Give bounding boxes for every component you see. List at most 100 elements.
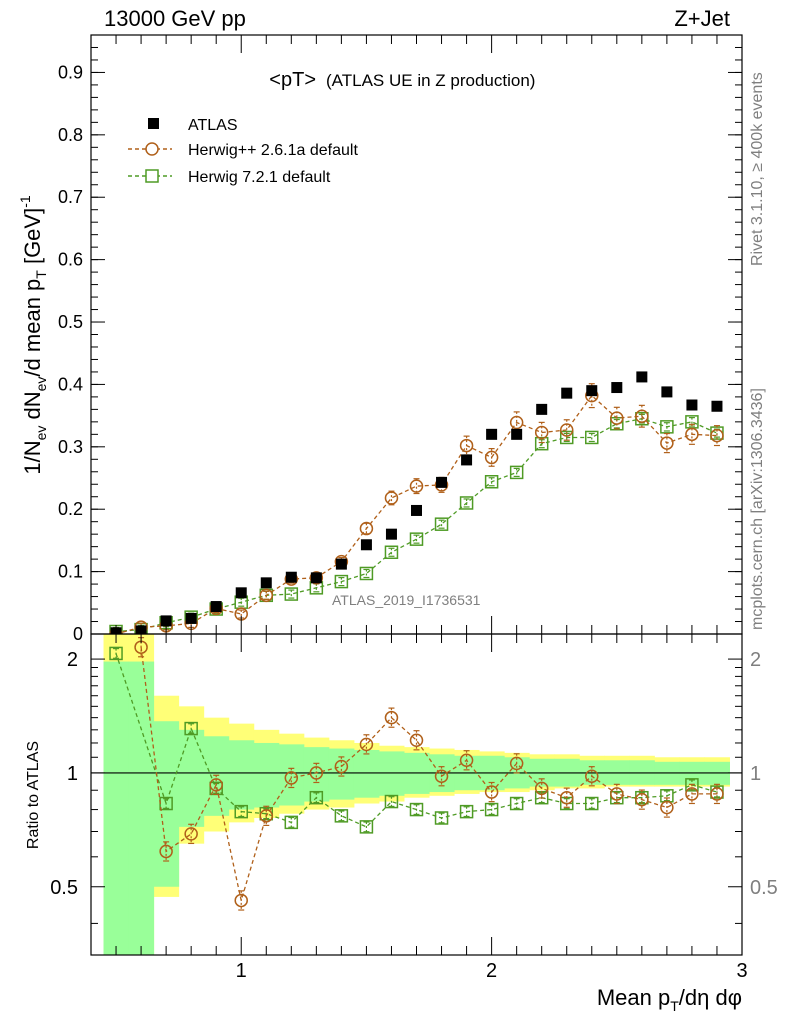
main-herwig7-point [509, 465, 524, 480]
inner-band-bin [278, 744, 305, 806]
ratio-herwigpp-point [635, 792, 649, 807]
main-atlas-point [360, 539, 372, 551]
legend-label-atlas: ATLAS [188, 117, 238, 134]
ratio-herwigpp-point [284, 771, 299, 785]
main-herwig7-point [409, 532, 424, 546]
main-y-axis-title: 1/Nev dNev/d mean pT [GeV]-1 [17, 195, 49, 475]
main-atlas-point [185, 612, 197, 624]
rivet-label: Rivet 3.1.10, ≥ 400k events [749, 72, 766, 266]
inner-band-bin [378, 751, 405, 796]
main-y-tick-label: 0 [73, 624, 83, 644]
x-title-part-2: /dη dφ [679, 985, 742, 1010]
main-atlas-point [461, 454, 473, 466]
main-atlas-point [260, 577, 272, 589]
ratio-herwigpp-point [610, 787, 624, 801]
ratio-herwigpp-point [685, 787, 699, 801]
main-herwig7-point [284, 587, 299, 601]
axes: 0 0.1 0.2 0.3 0.4 0.5 0.6 0.7 0.8 0.9 0.5 0.5 1 1 2 2 1 2… [50, 34, 778, 982]
ratio-herwigpp-point [434, 769, 449, 783]
y-title-part-2: dN [20, 391, 45, 425]
main-herwig7-point [334, 574, 349, 589]
ratio-herwigpp-point [359, 737, 374, 752]
header-left: 13000 GeV pp [104, 6, 246, 31]
main-atlas-point [561, 387, 573, 399]
main-herwig7-point [434, 517, 449, 531]
mcplots-label: mcplots.cern.ch [arXiv:1306.3436] [749, 388, 766, 630]
ratio-herwigpp-point [184, 827, 198, 841]
ratio-herwigpp-point [585, 769, 599, 783]
ratio-herwig7-point [384, 794, 399, 809]
inner-band-bin [253, 742, 280, 808]
main-y-tick-label: 0.8 [58, 125, 83, 145]
ratio-herwig7-point [334, 809, 349, 823]
main-herwigpp-point [409, 479, 424, 493]
ratio-herwigpp-point [334, 759, 349, 774]
main-atlas-point [411, 504, 422, 516]
ratio-herwigpp-point [209, 778, 223, 792]
inner-band-bin [228, 740, 255, 810]
ratio-herwig7-point [234, 804, 248, 819]
y-title-part-1: 1/N [20, 440, 45, 474]
main-y-tick-label: 0.1 [58, 562, 83, 582]
ratio-herwigpp-point [259, 809, 274, 823]
main-herwigpp-point [660, 436, 674, 450]
main-herwigpp-point [534, 425, 549, 440]
main-herwig7-point [384, 545, 399, 560]
main-y-tick-label: 0.3 [58, 437, 83, 457]
main-herwig7-point [459, 496, 474, 510]
main-atlas-point [511, 428, 523, 440]
ratio-herwig7-point [309, 790, 324, 805]
main-herwigpp-point [710, 428, 724, 443]
ratio-y-tick-label: 1 [67, 763, 78, 785]
ratio-herwig7-point [509, 796, 524, 811]
main-y-tick-label: 0.4 [58, 374, 83, 394]
main-atlas-point [636, 371, 648, 383]
x-axis-title: Mean pT/dη dφ [597, 985, 742, 1014]
ratio-herwigpp-point [384, 710, 399, 725]
ratio-herwig7-point [434, 811, 449, 825]
main-y-tick-label: 0.2 [58, 499, 83, 519]
main-atlas-point [235, 587, 247, 599]
main-atlas-point [160, 615, 172, 627]
main-atlas-point [711, 400, 723, 412]
ratio-herwigpp-point [309, 766, 324, 780]
ratio-y-tick-label-right: 0.5 [750, 877, 778, 899]
y-title-sub-ev: ev [33, 426, 49, 441]
main-atlas-point [335, 558, 347, 570]
main-subtitle: (ATLAS UE in Z production) [326, 71, 535, 90]
ratio-herwigpp-line [140, 647, 717, 901]
main-atlas-point [436, 476, 448, 488]
ratio-herwig7-point [459, 804, 474, 819]
main-herwigpp-point [384, 491, 399, 505]
main-herwigpp-point [635, 409, 649, 423]
main-title: <pT> [269, 69, 316, 91]
main-atlas-point [385, 528, 397, 540]
main-atlas-point [310, 572, 322, 584]
ratio-herwigpp-point [459, 753, 474, 768]
ratio-herwigpp-point [484, 785, 499, 799]
main-herwigpp-point [484, 450, 499, 465]
ratio-herwig7-point [585, 796, 599, 811]
main-atlas-point [586, 385, 598, 397]
x-tick-label: 2 [486, 960, 497, 982]
ratio-herwigpp-point [409, 733, 424, 748]
main-herwigpp-point [610, 411, 624, 425]
ratio-panel [91, 634, 742, 955]
main-atlas-point [536, 403, 548, 415]
ratio-y-tick-label-right: 2 [750, 649, 761, 671]
main-atlas-point [486, 428, 498, 440]
y-title-sub-t: T [33, 270, 49, 279]
main-herwig7-point [359, 566, 374, 581]
legend-label-herwigpp: Herwig++ 2.6.1a default [188, 142, 358, 159]
y-title-part-3: /d mean p [20, 279, 45, 377]
x-title-sub: T [670, 998, 679, 1014]
ratio-herwigpp-point [534, 781, 549, 796]
ratio-herwig7-point [409, 802, 424, 817]
inner-band-bin [353, 749, 380, 798]
main-herwig7-point [484, 475, 499, 489]
main-y-tick-label: 0.5 [58, 312, 83, 332]
y-title-sub-ev2: ev [33, 377, 49, 392]
main-herwigpp-point [309, 571, 324, 585]
ratio-herwig7-point [284, 815, 299, 830]
legend-label-herwig7: Herwig 7.2.1 default [188, 169, 331, 186]
